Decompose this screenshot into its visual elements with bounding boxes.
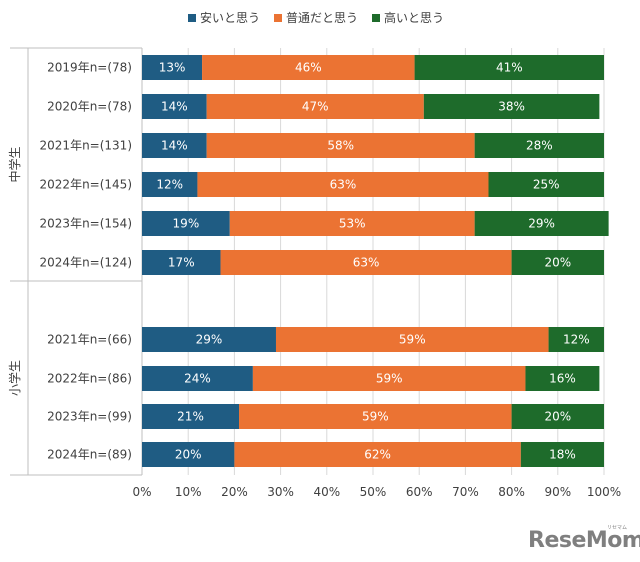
data-label: 59% [362,410,389,424]
bar-segment [142,94,207,119]
bar-segment [414,55,604,80]
bar-segment [142,404,240,429]
data-label: 63% [330,178,357,192]
data-label: 18% [549,448,576,462]
data-label: 19% [173,217,200,231]
bar-segment [548,327,604,352]
data-label: 46% [295,61,322,75]
data-label: 53% [339,217,366,231]
x-tick-label: 80% [498,485,525,499]
bar-segment [520,442,604,467]
data-label: 12% [156,178,183,192]
category-label: 2024年n=(89) [47,448,132,462]
x-tick-label: 90% [544,485,571,499]
data-label: 20% [544,410,571,424]
data-label: 58% [327,139,354,153]
bar-segment [142,211,230,236]
data-label: 29% [196,333,223,347]
x-tick-label: 50% [360,485,387,499]
x-tick-label: 20% [221,485,248,499]
legend-label: 安いと思う [200,10,260,25]
data-label: 59% [376,372,403,386]
bar-segment [488,172,604,197]
bar-segment [197,172,489,197]
bar-segment [142,250,221,275]
category-label: 2023年n=(154) [40,217,132,231]
x-tick-label: 10% [175,485,202,499]
data-label: 24% [184,372,211,386]
bar-segment [229,211,475,236]
x-tick-label: 60% [406,485,433,499]
data-label: 41% [496,61,523,75]
x-tick-label: 40% [313,485,340,499]
category-label: 2022年n=(145) [40,178,132,192]
category-label: 2019年n=(78) [47,61,132,75]
bar-segment [142,442,235,467]
legend-label: 普通だと思う [286,11,358,25]
data-label: 17% [168,256,195,270]
data-label: 59% [399,333,426,347]
data-label: 20% [544,256,571,270]
bar-segment [239,404,512,429]
category-label: 2023年n=(99) [47,410,132,424]
data-label: 14% [161,100,188,114]
legend-swatch [274,14,282,22]
group-label: 小学生 [7,360,22,396]
bar-segment [206,94,424,119]
data-label: 28% [526,139,553,153]
bar-segment [202,55,415,80]
bar-segment [511,250,604,275]
data-label: 62% [364,448,391,462]
data-label: 21% [177,410,204,424]
resemom-logo-sub: リセマム [607,525,628,531]
x-tick-label: 70% [452,485,479,499]
legend-swatch [372,14,380,22]
resemom-logo: ReseMom [528,528,640,553]
bar-segment [511,404,604,429]
category-label: 2024年n=(124) [40,256,132,270]
category-label: 2020年n=(78) [47,100,132,114]
bar-segment [275,327,549,352]
bar-segment [234,442,521,467]
x-tick-label: 30% [267,485,294,499]
bar-segment [142,366,253,391]
group-label: 中学生 [7,146,22,182]
bar-segment [474,133,604,158]
data-label: 12% [563,333,590,347]
category-label: 2021年n=(66) [47,333,132,347]
bar-segment [206,133,475,158]
data-label: 63% [353,256,380,270]
x-axis-tick-labels: 0% 10% 20% 30% 40% 50% 60% 70% 80% 90% 100% [132,485,621,499]
bar-segment [474,211,609,236]
legend-label: 高いと思う [384,10,444,25]
x-tick-label: 100% [587,485,621,499]
bar-segment [220,250,512,275]
legend: 安いと思う 普通だと思う 高いと思う [188,10,444,25]
row-labels: 2019年n=(78) 2020年n=(78) 2021年n=(131) 2022年n… [40,61,132,462]
bar-segment [142,327,276,352]
bar-segment [142,172,198,197]
data-label: 29% [528,217,555,231]
data-label: 47% [302,100,329,114]
legend-swatch [188,14,196,22]
bar-segment [252,366,526,391]
data-label: 25% [533,178,560,192]
bar-segment [142,55,203,80]
data-label: 14% [161,139,188,153]
data-label: 16% [549,372,576,386]
bar-segment [142,133,207,158]
category-label: 2022年n=(86) [47,372,132,386]
bar-segment [525,366,600,391]
data-label: 20% [175,448,202,462]
category-label: 2021年n=(131) [40,139,132,153]
bars: 13% 46% 41% 14% 47% 38% 14% 58% 28% 12% 63% 25% 19% 5… [142,55,609,467]
x-tick-label: 0% [132,485,151,499]
bar-segment [423,94,600,119]
data-label: 13% [159,61,186,75]
data-label: 38% [498,100,525,114]
